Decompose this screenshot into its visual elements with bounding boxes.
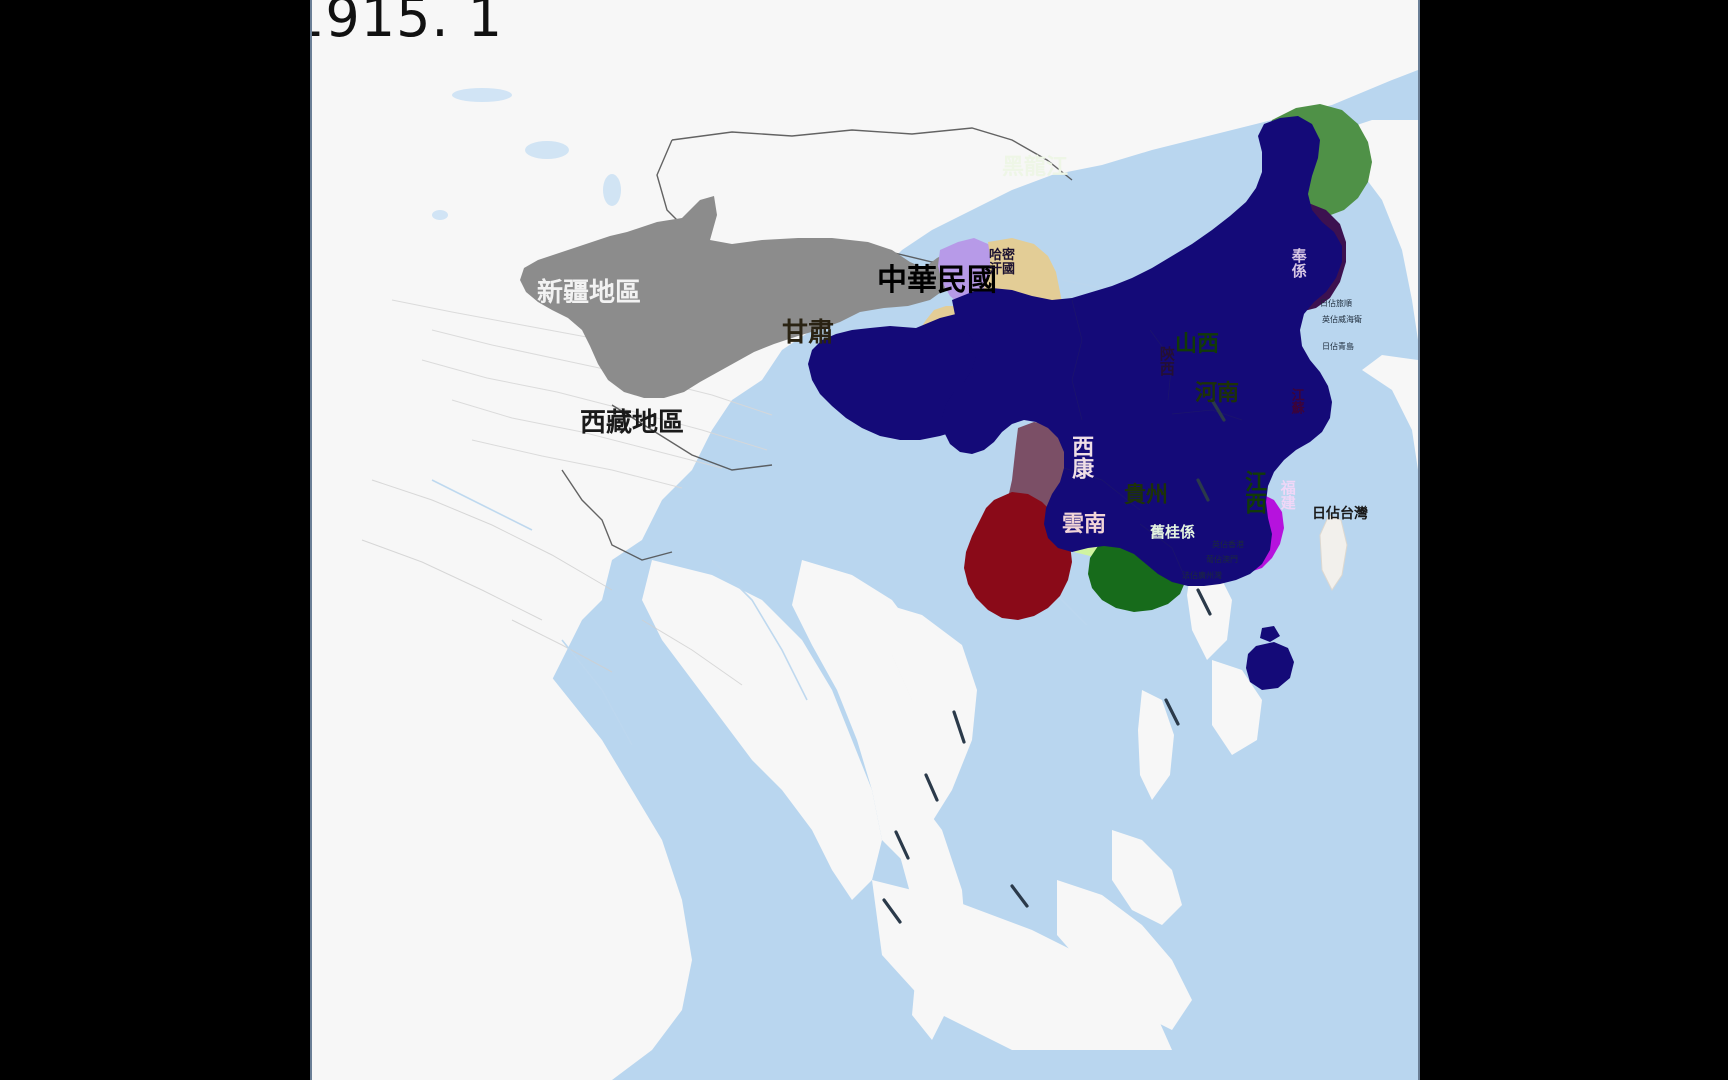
territory-hainan[interactable] <box>1246 626 1294 690</box>
territory-taiwan <box>1319 514 1348 591</box>
territory-roc-main[interactable] <box>942 116 1342 586</box>
nine-dash-line <box>882 398 1226 924</box>
year-title: 1915. 1 <box>310 0 504 49</box>
map-canvas: 中華民國 黑龍江 奉係 新疆地區 哈密汗國 甘肅 西藏地區 陝西 山西 河南 江… <box>310 0 1420 1080</box>
territory-xinjiang[interactable] <box>520 196 952 398</box>
political-territories-layer <box>520 104 1372 924</box>
